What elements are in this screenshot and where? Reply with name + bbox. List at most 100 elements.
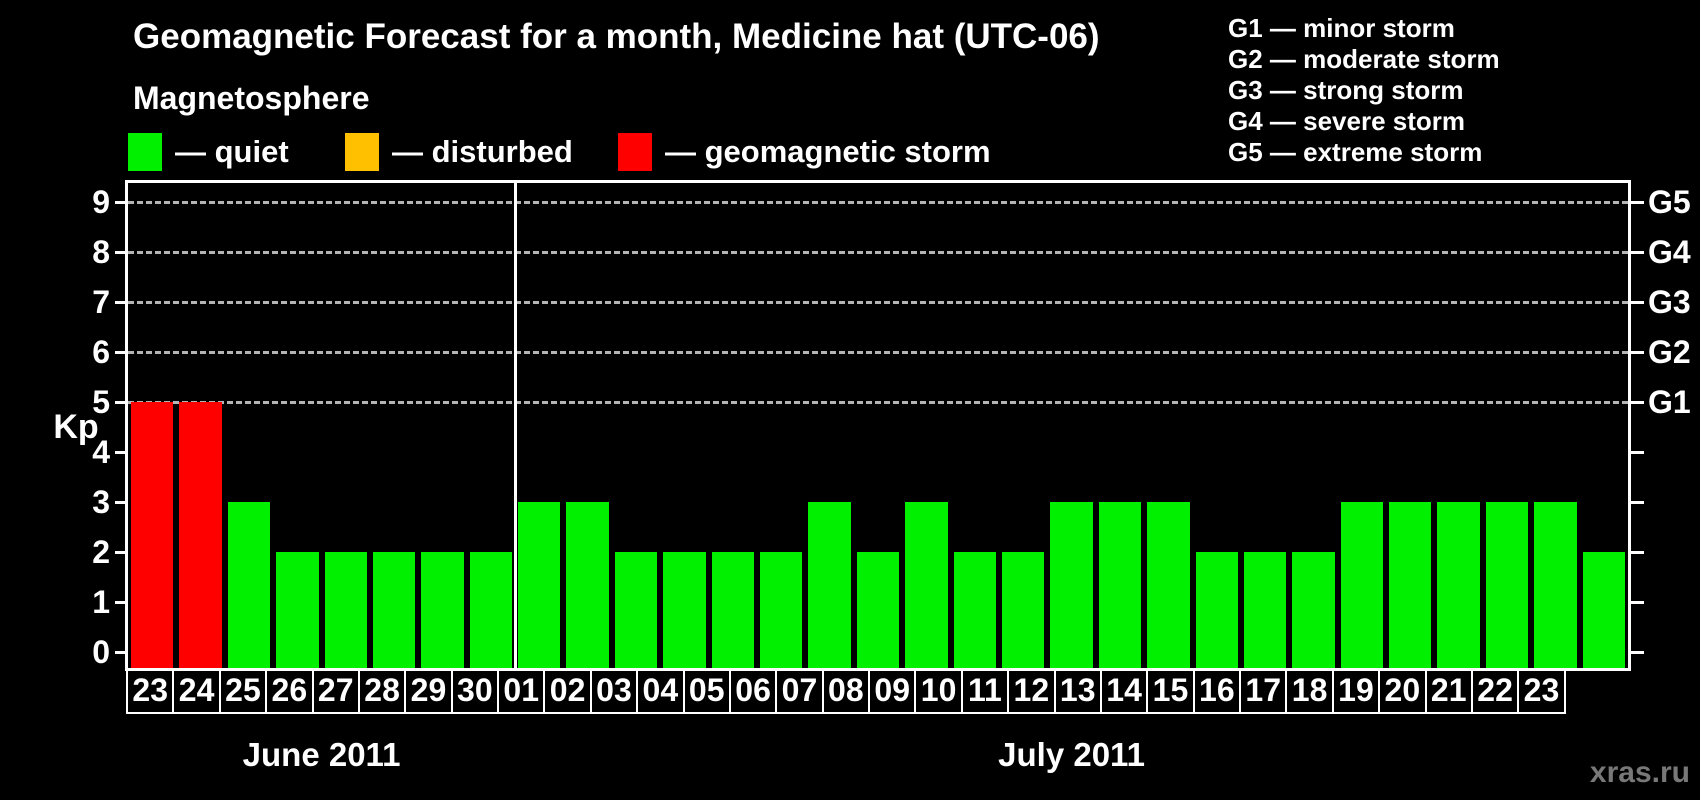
bar-day-23 [131, 402, 174, 668]
y-tick-label-2: 2 [92, 534, 110, 570]
y-tick-right-7 [1628, 300, 1644, 304]
month-separator [513, 183, 517, 668]
bar-day-25 [227, 502, 271, 668]
y-tick-right-9 [1628, 200, 1644, 204]
y-tick-left-9 [115, 200, 128, 204]
bar-day-17 [1292, 552, 1335, 668]
bar-day-22 [1534, 502, 1577, 668]
bar-day-02 [566, 502, 609, 668]
day-box-26: 26 [265, 668, 314, 714]
day-box-28: 28 [357, 668, 407, 714]
y-tick-left-8 [115, 250, 128, 254]
day-box-20: 20 [1378, 668, 1427, 714]
bar-day-09 [905, 502, 948, 668]
bar-day-05 [711, 552, 755, 668]
chart-title: Geomagnetic Forecast for a month, Medici… [133, 17, 1100, 56]
bar-day-06 [760, 552, 803, 668]
bar-day-29 [421, 552, 464, 668]
watermark: xras.ru [1589, 756, 1690, 789]
day-box-23: 23 [126, 668, 175, 714]
bar-day-15 [1195, 552, 1238, 668]
day-box-16: 16 [1192, 668, 1241, 714]
bar-day-04 [663, 552, 706, 668]
gridline-kp7 [128, 300, 1628, 304]
day-box-24: 24 [172, 668, 221, 714]
bar-day-08 [856, 552, 900, 668]
g-axis-label-g2: G2 [1648, 334, 1691, 370]
y-tick-left-6 [115, 350, 128, 354]
y-tick-label-5: 5 [92, 384, 110, 420]
bar-day-28 [372, 552, 416, 668]
legend-label-quiet: — quiet [175, 134, 289, 169]
bar-day-12 [1050, 502, 1093, 668]
plot-area [125, 180, 1631, 671]
g-scale-line-g5: G5 — extreme storm [1228, 137, 1483, 167]
bar-day-23 [1582, 552, 1625, 668]
y-tick-label-3: 3 [92, 484, 110, 520]
day-box-14: 14 [1099, 668, 1149, 714]
day-box-03: 03 [589, 668, 639, 714]
bar-day-10 [953, 552, 996, 668]
day-box-13: 13 [1053, 668, 1102, 714]
day-box-11: 11 [960, 668, 1010, 714]
day-box-07: 07 [775, 668, 824, 714]
gridline-kp5 [128, 400, 1628, 404]
legend-label-storm: — geomagnetic storm [665, 134, 991, 169]
y-tick-left-4 [115, 450, 128, 454]
y-tick-left-7 [115, 300, 128, 304]
y-tick-label-8: 8 [92, 234, 110, 270]
bar-day-20 [1437, 502, 1480, 668]
day-box-01: 01 [497, 668, 546, 714]
day-box-02: 02 [543, 668, 592, 714]
y-tick-label-1: 1 [92, 584, 110, 620]
day-box-25: 25 [218, 668, 268, 714]
y-tick-label-7: 7 [92, 284, 110, 320]
g-scale-line-g1: G1 — minor storm [1228, 13, 1455, 43]
bar-day-16 [1243, 552, 1287, 668]
y-tick-left-5 [115, 400, 128, 404]
day-box-06: 06 [728, 668, 778, 714]
day-box-27: 27 [311, 668, 360, 714]
bar-day-30 [469, 552, 513, 668]
gridline-kp8 [128, 250, 1628, 254]
day-box-05: 05 [682, 668, 731, 714]
day-box-30: 30 [450, 668, 499, 714]
g-scale-line-g2: G2 — moderate storm [1228, 44, 1500, 74]
bar-day-19 [1389, 502, 1432, 668]
quiet-color-swatch [128, 133, 162, 171]
day-box-19: 19 [1331, 668, 1381, 714]
y-tick-label-9: 9 [92, 184, 110, 220]
bar-day-18 [1340, 502, 1384, 668]
y-tick-left-0 [115, 650, 128, 654]
day-box-04: 04 [636, 668, 685, 714]
day-box-18: 18 [1285, 668, 1334, 714]
g-scale-line-g3: G3 — strong storm [1228, 75, 1464, 105]
bar-day-11 [1001, 552, 1045, 668]
magnetosphere-label: Magnetosphere [133, 80, 370, 116]
day-box-23: 23 [1517, 668, 1566, 714]
gridline-kp9 [128, 200, 1628, 204]
y-tick-label-0: 0 [92, 634, 110, 670]
y-tick-left-1 [115, 600, 128, 604]
y-tick-right-8 [1628, 250, 1644, 254]
day-box-08: 08 [821, 668, 870, 714]
day-box-21: 21 [1424, 668, 1473, 714]
day-box-10: 10 [914, 668, 963, 714]
month-label-0: June 2011 [242, 736, 401, 773]
y-tick-right-2 [1628, 550, 1644, 554]
y-tick-label-4: 4 [92, 434, 110, 470]
g-scale-legend: G1 — minor storm G2 — moderate storm G3 … [1228, 13, 1500, 168]
legend-item-storm: — geomagnetic storm [618, 132, 991, 172]
disturbed-color-swatch [345, 133, 379, 171]
y-tick-right-1 [1628, 600, 1644, 604]
legend-label-disturbed: — disturbed [392, 134, 573, 169]
day-box-09: 09 [868, 668, 917, 714]
y-tick-right-3 [1628, 500, 1644, 504]
day-box-22: 22 [1470, 668, 1520, 714]
y-tick-left-2 [115, 550, 128, 554]
day-box-29: 29 [404, 668, 453, 714]
day-box-15: 15 [1146, 668, 1195, 714]
month-label-1: July 2011 [998, 736, 1145, 773]
day-box-17: 17 [1239, 668, 1288, 714]
